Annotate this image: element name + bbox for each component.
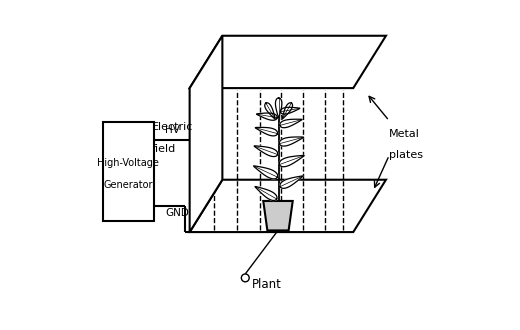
Polygon shape <box>280 176 303 188</box>
Polygon shape <box>254 146 278 156</box>
Polygon shape <box>280 119 302 128</box>
Polygon shape <box>279 137 304 146</box>
Polygon shape <box>254 166 278 179</box>
Polygon shape <box>190 36 386 88</box>
Polygon shape <box>276 98 282 117</box>
Text: High-Voltage: High-Voltage <box>97 158 159 168</box>
Text: plates: plates <box>389 150 423 160</box>
Polygon shape <box>255 186 277 201</box>
Bar <box>103 122 153 221</box>
Text: Plant: Plant <box>252 278 282 291</box>
Polygon shape <box>256 113 277 120</box>
Polygon shape <box>279 155 304 167</box>
Text: GND: GND <box>165 208 189 217</box>
Text: Metal: Metal <box>389 129 420 139</box>
Polygon shape <box>190 180 386 232</box>
Polygon shape <box>280 107 300 114</box>
Polygon shape <box>282 103 293 119</box>
Text: HV: HV <box>165 124 180 135</box>
Polygon shape <box>190 36 223 232</box>
Polygon shape <box>265 103 275 119</box>
Text: Electric: Electric <box>152 122 193 132</box>
Polygon shape <box>255 127 278 136</box>
Polygon shape <box>263 201 293 230</box>
Text: Generator: Generator <box>103 180 153 190</box>
Text: field: field <box>152 144 176 153</box>
